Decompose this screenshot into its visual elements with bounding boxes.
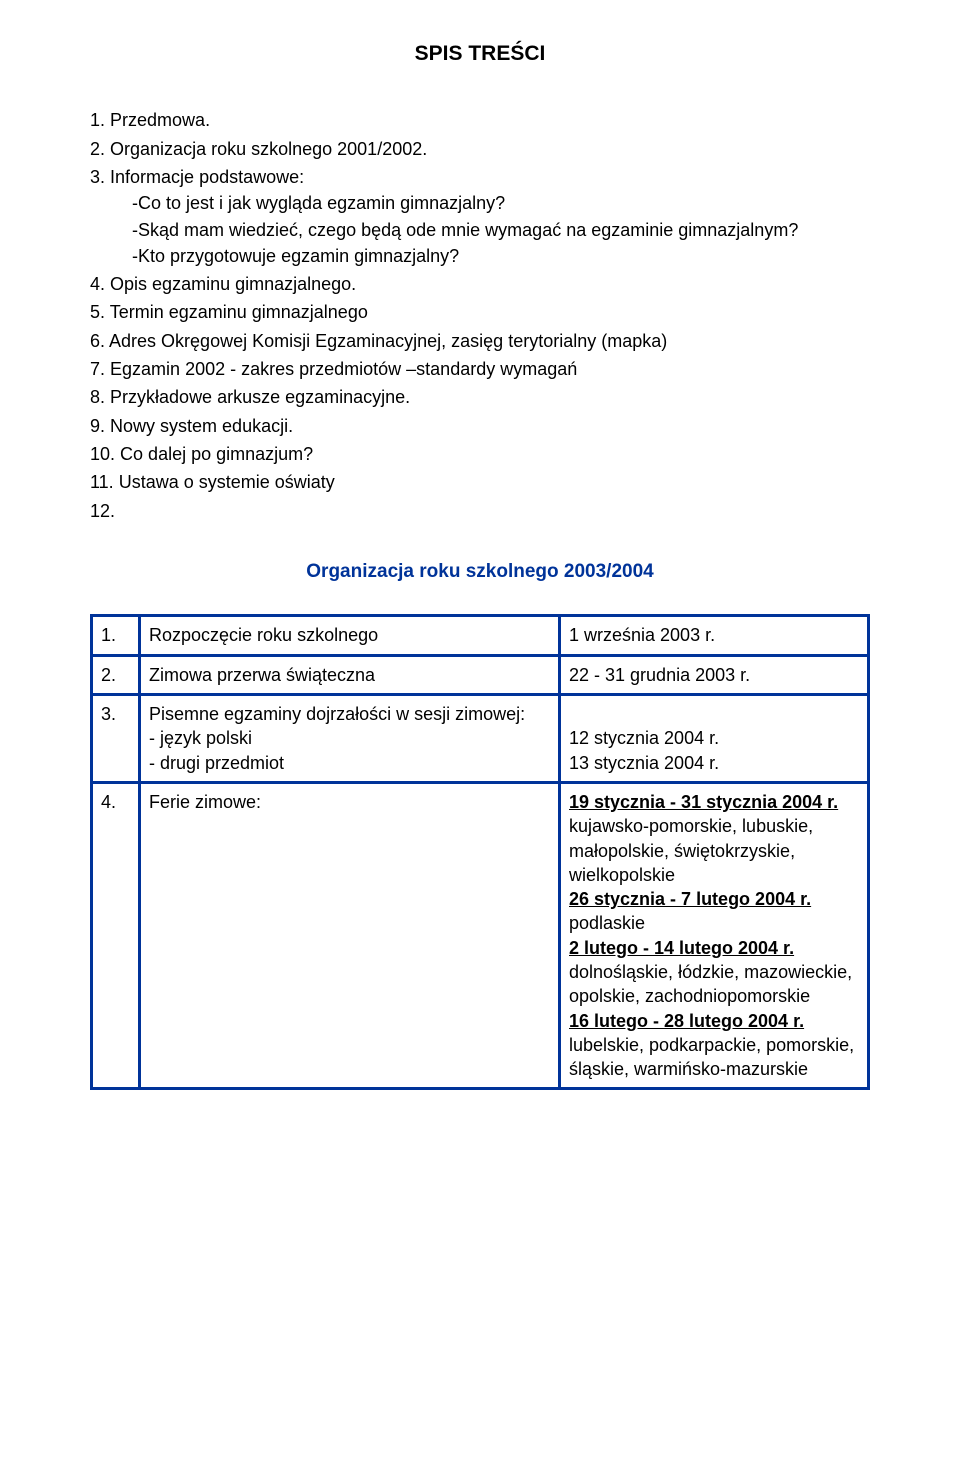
toc-item: 6. Adres Okręgowej Komisji Egzaminacyjne… — [90, 329, 870, 353]
table-row: 4.Ferie zimowe:19 stycznia - 31 stycznia… — [92, 782, 869, 1089]
toc-item-number: 2. — [90, 139, 105, 159]
date-segment: podlaskie — [569, 911, 859, 935]
toc-item-text: Przedmowa. — [110, 110, 210, 130]
toc-item: 4. Opis egzaminu gimnazjalnego. — [90, 272, 870, 296]
toc-item: 1. Przedmowa. — [90, 108, 870, 132]
toc-item: 7. Egzamin 2002 - zakres przedmiotów –st… — [90, 357, 870, 381]
toc-item-number: 10. — [90, 444, 115, 464]
row-number-cell: 1. — [92, 616, 140, 655]
row-date-cell: 19 stycznia - 31 stycznia 2004 r.kujawsk… — [560, 782, 869, 1089]
toc-item-number: 7. — [90, 359, 105, 379]
row-date-cell: 1 września 2003 r. — [560, 616, 869, 655]
toc-item-number: 4. — [90, 274, 105, 294]
toc-item-text: Organizacja roku szkolnego 2001/2002. — [110, 139, 427, 159]
schedule-table: 1.Rozpoczęcie roku szkolnego1 września 2… — [90, 614, 870, 1090]
toc-item-number: 3. — [90, 167, 105, 187]
date-line: 12 stycznia 2004 r. — [569, 726, 859, 750]
toc-item-text: Adres Okręgowej Komisji Egzaminacyjnej, … — [109, 331, 667, 351]
page-title: SPIS TREŚCI — [90, 40, 870, 68]
row-desc-cell: Rozpoczęcie roku szkolnego — [140, 616, 560, 655]
date-segment: kujawsko-pomorskie, lubuskie, małopolski… — [569, 814, 859, 887]
toc-item: 2. Organizacja roku szkolnego 2001/2002. — [90, 137, 870, 161]
table-row: 2.Zimowa przerwa świąteczna22 - 31 grudn… — [92, 655, 869, 694]
section-title: Organizacja roku szkolnego 2003/2004 — [90, 559, 870, 585]
toc-item-text: Ustawa o systemie oświaty — [119, 472, 335, 492]
toc-item-number: 11. — [90, 472, 114, 492]
toc-item-number: 12. — [90, 501, 115, 521]
row-number-cell: 3. — [92, 695, 140, 783]
row-desc-cell: Zimowa przerwa świąteczna — [140, 655, 560, 694]
toc-item-text: Termin egzaminu gimnazjalnego — [110, 302, 368, 322]
row-number-cell: 4. — [92, 782, 140, 1089]
toc-item-text: Nowy system edukacji. — [110, 416, 293, 436]
toc-item-text: Informacje podstawowe: — [110, 167, 304, 187]
toc-item-number: 9. — [90, 416, 105, 436]
toc-item: 12. — [90, 499, 870, 523]
toc-item: 3. Informacje podstawowe: -Co to jest i j… — [90, 165, 870, 268]
toc-item-number: 1. — [90, 110, 105, 130]
toc-list: 1. Przedmowa.2. Organizacja roku szkolne… — [90, 108, 870, 522]
toc-item: 8. Przykładowe arkusze egzaminacyjne. — [90, 385, 870, 409]
desc-line: Pisemne egzaminy dojrzałości w sesji zim… — [149, 702, 550, 726]
toc-item: 11. Ustawa o systemie oświaty — [90, 470, 870, 494]
toc-item-number: 8. — [90, 387, 105, 407]
row-desc-cell: Ferie zimowe: — [140, 782, 560, 1089]
date-segment: 16 lutego - 28 lutego 2004 r. — [569, 1009, 859, 1033]
row-date-cell: 12 stycznia 2004 r.13 stycznia 2004 r. — [560, 695, 869, 783]
date-segment: 19 stycznia - 31 stycznia 2004 r. — [569, 790, 859, 814]
date-segment: 26 stycznia - 7 lutego 2004 r. — [569, 887, 859, 911]
toc-item-text: Egzamin 2002 - zakres przedmiotów –stand… — [110, 359, 577, 379]
row-date-cell: 22 - 31 grudnia 2003 r. — [560, 655, 869, 694]
table-row: 3. Pisemne egzaminy dojrzałości w sesji z… — [92, 695, 869, 783]
date-line — [569, 702, 859, 726]
toc-item-text: Opis egzaminu gimnazjalnego. — [110, 274, 356, 294]
row-number-cell: 2. — [92, 655, 140, 694]
toc-item-number: 5. — [90, 302, 105, 322]
toc-subitem: -Co to jest i jak wygląda egzamin gimnaz… — [132, 191, 870, 215]
date-segment: lubelskie, podkarpackie, pomorskie, śląs… — [569, 1033, 859, 1082]
toc-item-number: 6. — [90, 331, 105, 351]
table-row: 1.Rozpoczęcie roku szkolnego1 września 2… — [92, 616, 869, 655]
toc-item: 10. Co dalej po gimnazjum? — [90, 442, 870, 466]
row-desc-cell: Pisemne egzaminy dojrzałości w sesji zim… — [140, 695, 560, 783]
date-segment: dolnośląskie, łódzkie, mazowieckie, opol… — [569, 960, 859, 1009]
toc-item: 5. Termin egzaminu gimnazjalnego — [90, 300, 870, 324]
toc-item: 9. Nowy system edukacji. — [90, 414, 870, 438]
toc-item-text: Co dalej po gimnazjum? — [120, 444, 313, 464]
date-line: 13 stycznia 2004 r. — [569, 751, 859, 775]
desc-line: - drugi przedmiot — [149, 751, 550, 775]
date-segment: 2 lutego - 14 lutego 2004 r. — [569, 936, 859, 960]
toc-subitem: -Kto przygotowuje egzamin gimnazjalny? — [132, 244, 870, 268]
toc-item-text: Przykładowe arkusze egzaminacyjne. — [110, 387, 410, 407]
desc-line: - język polski — [149, 726, 550, 750]
toc-subitem: -Skąd mam wiedzieć, czego będą ode mnie … — [132, 218, 870, 242]
